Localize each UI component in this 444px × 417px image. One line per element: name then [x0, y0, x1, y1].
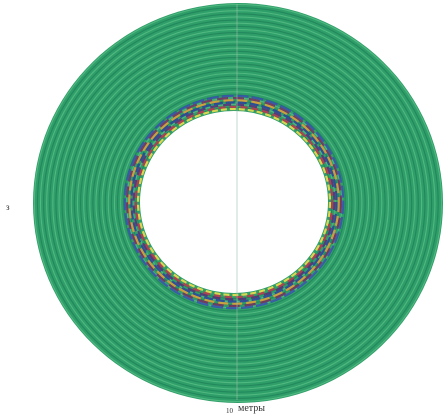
- figure: з 10 метры: [0, 0, 444, 417]
- bottom-number: 10: [226, 407, 234, 415]
- inner-hole: [140, 111, 328, 293]
- bottom-label: метры: [238, 403, 265, 414]
- left-label: з: [6, 202, 10, 212]
